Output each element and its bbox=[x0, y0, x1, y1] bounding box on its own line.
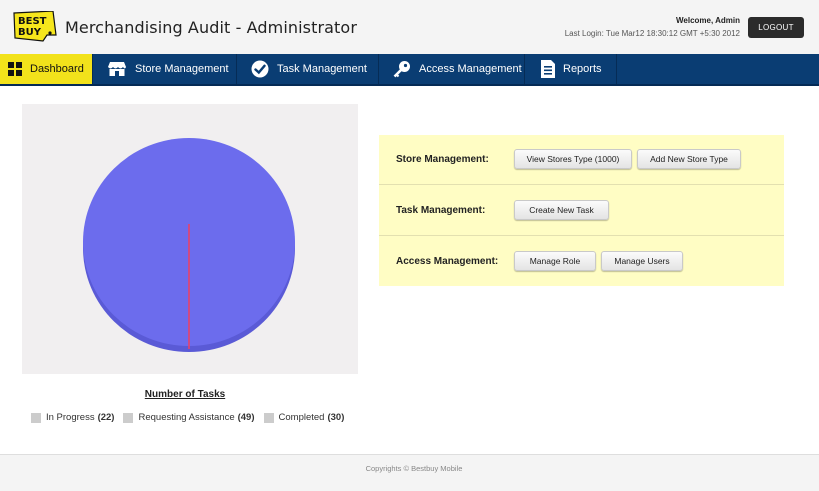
logo-text-buy: BUY bbox=[18, 27, 42, 38]
quick-actions-panel: Store Management: View Stores Type (1000… bbox=[379, 135, 784, 286]
logout-button[interactable]: LOGOUT bbox=[748, 17, 804, 38]
nav-label-reports: Reports bbox=[563, 63, 602, 75]
nav-item-task-management[interactable]: Task Management bbox=[237, 54, 379, 84]
chart-legend: In Progress (22) Requesting Assistance (… bbox=[31, 412, 353, 423]
legend-count: (22) bbox=[97, 412, 115, 423]
legend-swatch bbox=[263, 412, 274, 423]
nav-label-access-management: Access Management bbox=[419, 63, 522, 75]
legend-label: Completed bbox=[278, 412, 325, 423]
document-icon bbox=[541, 60, 555, 78]
legend-item-in-progress[interactable]: In Progress (22) bbox=[31, 412, 114, 423]
task-management-label: Task Management: bbox=[396, 205, 486, 216]
create-new-task-button[interactable]: Create New Task bbox=[514, 200, 609, 220]
legend-item-completed[interactable]: Completed (30) bbox=[263, 412, 345, 423]
legend-count: (30) bbox=[327, 412, 345, 423]
app-header: BEST BUY Merchandising Audit - Administr… bbox=[0, 0, 819, 54]
main-nav: Dashboard Store Management Task Manageme… bbox=[0, 54, 819, 86]
key-icon bbox=[393, 60, 411, 78]
nav-label-dashboard: Dashboard bbox=[30, 63, 84, 75]
nav-label-store-management: Store Management bbox=[135, 63, 229, 75]
copyright-text: Copyrights © Bestbuy Mobile bbox=[365, 464, 463, 473]
legend-label: In Progress bbox=[46, 412, 95, 423]
pie-chart bbox=[83, 138, 295, 352]
nav-item-access-management[interactable]: Access Management bbox=[379, 54, 525, 84]
add-new-store-type-button[interactable]: Add New Store Type bbox=[637, 149, 741, 169]
legend-count: (49) bbox=[237, 412, 255, 423]
legend-item-requesting-assistance[interactable]: Requesting Assistance (49) bbox=[123, 412, 255, 423]
page-title: Merchandising Audit - Administrator bbox=[65, 18, 357, 37]
store-icon bbox=[107, 61, 127, 77]
checkmark-icon bbox=[251, 60, 269, 78]
manage-users-button[interactable]: Manage Users bbox=[601, 251, 683, 271]
manage-role-button[interactable]: Manage Role bbox=[514, 251, 596, 271]
bestbuy-logo[interactable]: BEST BUY bbox=[13, 11, 57, 42]
nav-item-store-management[interactable]: Store Management bbox=[93, 54, 237, 84]
page-footer: Copyrights © Bestbuy Mobile bbox=[0, 454, 819, 491]
nav-item-dashboard[interactable]: Dashboard bbox=[0, 54, 93, 84]
chart-title: Number of Tasks bbox=[144, 389, 226, 400]
last-login-text: Last Login: Tue Mar12 18:30:12 GMT +5:30… bbox=[564, 29, 740, 38]
nav-item-reports[interactable]: Reports bbox=[525, 54, 617, 84]
legend-swatch bbox=[123, 412, 134, 423]
pie-chart-panel bbox=[22, 104, 358, 374]
legend-swatch bbox=[31, 412, 41, 423]
nav-label-task-management: Task Management bbox=[277, 63, 367, 75]
access-management-row: Access Management: Manage Role Manage Us… bbox=[379, 237, 784, 287]
logo-text-best: BEST bbox=[18, 16, 47, 27]
task-management-row: Task Management: Create New Task bbox=[379, 186, 784, 236]
store-management-row: Store Management: View Stores Type (1000… bbox=[379, 135, 784, 185]
store-management-label: Store Management: bbox=[396, 154, 489, 165]
welcome-text: Welcome, Admin bbox=[675, 16, 740, 25]
grid-icon bbox=[8, 62, 22, 76]
view-stores-type-button[interactable]: View Stores Type (1000) bbox=[514, 149, 632, 169]
access-management-label: Access Management: bbox=[396, 256, 499, 267]
legend-label: Requesting Assistance bbox=[138, 412, 235, 423]
